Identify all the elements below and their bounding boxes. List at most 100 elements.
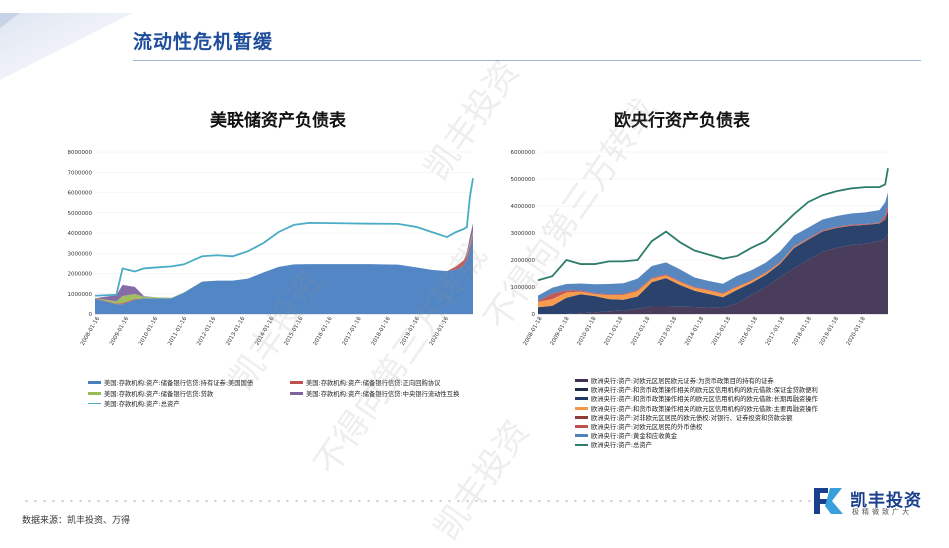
ecb-ytick-label: 2000000 bbox=[511, 258, 536, 264]
legend-swatch bbox=[575, 434, 588, 438]
corner-decoration bbox=[0, 13, 133, 80]
fed-xtick-label: 2016-01-16 bbox=[313, 316, 334, 347]
ecb-legend-item: 欧洲央行:资产:总资产 bbox=[575, 440, 652, 449]
legend-label: 欧洲央行:资产:总资产 bbox=[591, 442, 652, 450]
ecb-ytick-label: 3000000 bbox=[511, 231, 536, 237]
watermark-text: 凯丰投资 bbox=[426, 413, 538, 548]
ecb-xtick-label: 2011-01-18 bbox=[603, 316, 624, 347]
ecb-xtick-label: 2020-01-18 bbox=[846, 316, 867, 347]
fed-legend-item: 美国:存款机构:资产:储备银行信贷:贷款 bbox=[88, 389, 213, 398]
fed-legend-item: 美国:存款机构:资产:储备银行信贷:中央银行流动性互换 bbox=[290, 389, 459, 398]
fed-legend-item: 美国:存款机构:资产:储备银行信贷:正向回购协议 bbox=[290, 378, 440, 387]
legend-swatch bbox=[290, 381, 303, 384]
ecb-xtick-label: 2010-01-18 bbox=[576, 316, 597, 347]
ecb-xtick-label: 2013-01-18 bbox=[657, 316, 678, 347]
ecb-ytick-label: 1000000 bbox=[511, 285, 536, 291]
ecb-area-series-1 bbox=[538, 211, 888, 314]
ecb-xtick-label: 2016-01-18 bbox=[738, 316, 759, 347]
fed-ytick-label: 2000000 bbox=[68, 272, 93, 278]
ecb-ytick-label: 6000000 bbox=[511, 150, 536, 156]
fed-legend-item: 美国:存款机构:资产:总资产 bbox=[88, 399, 180, 408]
legend-label: 欧洲央行:资产:对非欧元区居民的欧元债权:对银行、证券投资和贷款余额 bbox=[591, 414, 793, 422]
ecb-xtick-label: 2009-01-18 bbox=[550, 316, 571, 347]
fed-line-series-0 bbox=[94, 178, 474, 297]
legend-label: 美国:存款机构:资产:储备银行信贷:贷款 bbox=[104, 391, 214, 398]
ecb-xtick-label: 2012-01-18 bbox=[630, 316, 651, 347]
legend-swatch bbox=[575, 379, 588, 382]
ecb-xtick-label: 2008-01-18 bbox=[523, 316, 544, 347]
fed-legend-item: 美国:存款机构:资产:储备银行信贷:持有证券:美国国债 bbox=[88, 378, 253, 387]
legend-swatch bbox=[575, 425, 588, 428]
legend-swatch bbox=[575, 388, 588, 392]
legend-label: 美国:存款机构:资产:总资产 bbox=[104, 401, 180, 408]
ecb-chart-title: 欧央行资产负债表 bbox=[614, 111, 750, 131]
fed-ytick-label: 1000000 bbox=[68, 292, 93, 298]
data-source-note: 数据来源：凯丰投资、万得 bbox=[22, 516, 131, 526]
fed-xtick-label: 2014-01-16 bbox=[254, 316, 275, 347]
legend-label: 欧洲央行:资产:对欧元区居民的外币债权 bbox=[591, 424, 703, 431]
legend-swatch bbox=[290, 392, 303, 395]
legend-label: 欧洲央行:资产:和货币政策操作相关的欧元区信用机构的欧元借款:主要再融资操作 bbox=[591, 405, 818, 413]
ecb-xtick-label: 2014-01-18 bbox=[684, 316, 705, 347]
fed-xtick-label: 2009-01-16 bbox=[109, 316, 130, 347]
ecb-xtick-label: 2019-01-18 bbox=[819, 316, 840, 347]
fed-xtick-label: 2010-01-16 bbox=[138, 316, 159, 347]
legend-swatch bbox=[88, 381, 101, 384]
fed-xtick-label: 2012-01-16 bbox=[196, 316, 217, 347]
legend-label: 欧洲央行:资产:和货币政策操作相关的欧元区信用机构的欧元借款:长期再融资操作 bbox=[591, 396, 818, 404]
ecb-balance-sheet-chart: 6000000 5000000 4000000 3000000 2000000 10000… bbox=[511, 150, 889, 347]
fed-area-series-0 bbox=[95, 237, 473, 314]
fed-xtick-label: 2020-01-16 bbox=[429, 316, 450, 347]
fed-xtick-label: 2008-01-16 bbox=[80, 316, 101, 347]
fed-balance-sheet-chart: 8000000 7000000 6000000 5000000 4000000 30000… bbox=[68, 150, 474, 347]
kf-logo-icon bbox=[814, 488, 843, 514]
fed-ytick-label: 7000000 bbox=[68, 170, 93, 176]
fed-area-series-2 bbox=[95, 231, 473, 304]
ecb-legend-item: 欧洲央行:资产:和货币政策操作相关的欧元区信用机构的欧元借款:长期再融资操作 bbox=[575, 394, 818, 403]
legend-swatch bbox=[575, 444, 588, 446]
legend-label: 欧洲央行:资产:对欧元区居民欧元证券:为货币政策目的持有的证券 bbox=[591, 378, 774, 385]
logo-name: 凯丰投资 bbox=[850, 491, 922, 511]
fed-ytick-label: 5000000 bbox=[68, 211, 93, 217]
ecb-ytick-label: 5000000 bbox=[511, 177, 536, 183]
ecb-area-series-0 bbox=[538, 233, 888, 314]
fed-xtick-label: 2011-01-16 bbox=[167, 316, 188, 347]
ecb-legend-item: 欧洲央行:资产:对欧元区居民的外币债权 bbox=[575, 422, 702, 431]
page-title: 流动性危机暂缓 bbox=[133, 31, 274, 53]
fed-xtick-label: 2019-01-16 bbox=[400, 316, 421, 347]
ecb-legend-item: 欧洲央行:资产:对欧元区居民欧元证券:为货币政策目的持有的证券 bbox=[575, 376, 774, 385]
ecb-xtick-label: 2015-01-18 bbox=[711, 316, 732, 347]
fed-ytick-label: 4000000 bbox=[68, 231, 93, 237]
legend-label: 欧洲央行:资产:黄金和应收黄金 bbox=[591, 433, 678, 441]
ecb-legend-item: 欧洲央行:资产:黄金和应收黄金 bbox=[575, 431, 677, 440]
fed-ytick-label: 8000000 bbox=[68, 150, 93, 156]
legend-swatch bbox=[88, 392, 101, 395]
legend-label: 美国:存款机构:资产:储备银行信贷:中央银行流动性互换 bbox=[306, 391, 460, 398]
fed-ytick-label: 3000000 bbox=[68, 251, 93, 257]
title-divider bbox=[133, 60, 921, 61]
ecb-legend-item: 欧洲央行:资产:和货币政策操作相关的欧元区信用机构的欧元借款:保证金贷款便利 bbox=[575, 385, 818, 394]
ecb-xtick-label: 2017-01-18 bbox=[765, 316, 786, 347]
ecb-xtick-label: 2018-01-18 bbox=[792, 316, 813, 347]
fed-xtick-label: 2018-01-16 bbox=[371, 316, 392, 347]
fed-chart-title: 美联储资产负债表 bbox=[210, 111, 346, 131]
legend-swatch bbox=[575, 397, 588, 401]
fed-area-series-3 bbox=[95, 223, 473, 302]
ecb-legend-item: 欧洲央行:资产:和货币政策操作相关的欧元区信用机构的欧元借款:主要再融资操作 bbox=[575, 404, 818, 413]
ecb-legend-item: 欧洲央行:资产:对非欧元区居民的欧元债权:对银行、证券投资和贷款余额 bbox=[575, 413, 793, 422]
company-logo: 凯丰投资 极精微致广大 bbox=[812, 484, 922, 520]
ecb-line-series-0 bbox=[537, 168, 889, 282]
fed-xtick-label: 2013-01-16 bbox=[225, 316, 246, 347]
fed-ytick-label: 6000000 bbox=[68, 191, 93, 197]
fed-xtick-label: 2015-01-16 bbox=[283, 316, 304, 347]
legend-swatch bbox=[575, 415, 588, 419]
legend-swatch bbox=[575, 406, 588, 410]
ecb-ytick-label: 0 bbox=[532, 312, 536, 318]
legend-swatch bbox=[88, 402, 101, 405]
logo-slogan: 极精微致广大 bbox=[852, 508, 912, 516]
ecb-area-series-4 bbox=[538, 192, 888, 302]
legend-label: 美国:存款机构:资产:储备银行信贷:正向回购协议 bbox=[306, 380, 441, 387]
legend-label: 美国:存款机构:资产:储备银行信贷:持有证券:美国国债 bbox=[104, 380, 254, 387]
fed-ytick-label: 0 bbox=[89, 312, 93, 318]
footer-dotted-rule bbox=[22, 500, 812, 502]
